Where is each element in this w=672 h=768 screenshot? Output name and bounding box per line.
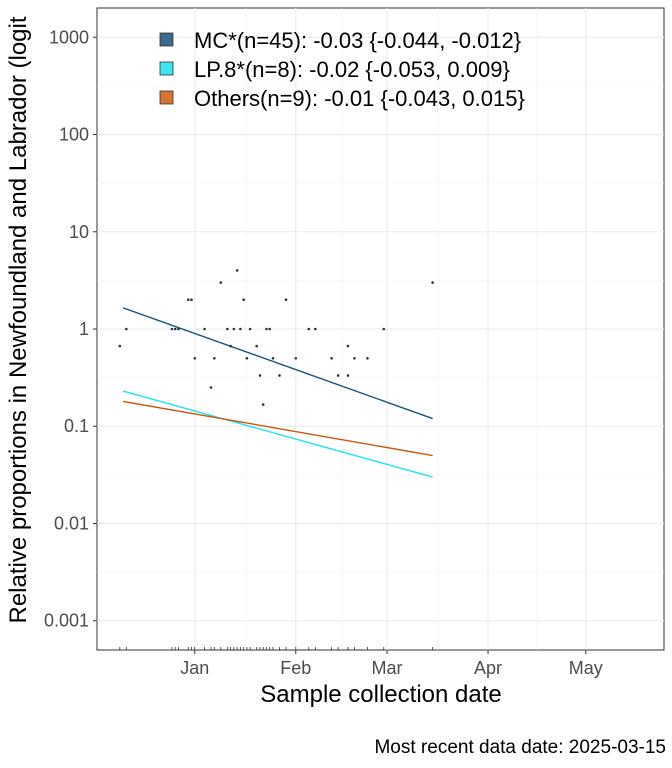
fit-lines [122, 307, 433, 478]
legend-label: MC*(n=45): -0.03 {-0.044, -0.012} [194, 28, 521, 53]
y-tick-label: 0.001 [44, 611, 89, 631]
data-point [314, 327, 317, 331]
data-point [173, 327, 177, 331]
data-point [245, 356, 249, 360]
data-point [284, 298, 288, 302]
y-tick-label: 0.1 [64, 416, 89, 436]
data-point [193, 356, 197, 360]
data-point [307, 327, 311, 331]
data-point [294, 356, 298, 360]
data-points [118, 269, 434, 406]
y-tick-label: 100 [59, 125, 89, 145]
data-point [431, 281, 434, 284]
x-tick-label: Jan [180, 658, 209, 678]
y-tick-label: 0.01 [54, 513, 89, 533]
data-point [330, 356, 333, 360]
legend-key [159, 61, 174, 76]
data-point [186, 298, 190, 302]
data-point [229, 344, 232, 348]
x-axis-title: Sample collection date [260, 681, 501, 708]
legend-label: LP.8*(n=8): -0.02 {-0.053, 0.009} [194, 57, 510, 82]
data-point [239, 327, 242, 331]
y-axis: 0.001 0.01 0.1 1 10 100 1000 [44, 27, 97, 631]
x-axis: Jan Feb Mar Apr May [180, 650, 603, 678]
data-point [125, 327, 128, 331]
data-point [209, 386, 213, 389]
data-point [170, 327, 174, 331]
data-point [268, 327, 272, 331]
y-tick-label: 10 [69, 222, 89, 242]
data-point [346, 374, 350, 377]
data-point [278, 374, 281, 377]
fit-line [122, 390, 433, 478]
data-point [382, 327, 386, 331]
data-point [213, 356, 216, 360]
data-point [261, 403, 265, 406]
data-point [346, 344, 350, 348]
data-point [242, 298, 245, 302]
data-point [190, 298, 193, 302]
data-point [226, 327, 229, 331]
date-rug [119, 647, 434, 650]
data-point [232, 327, 236, 331]
data-point [255, 344, 258, 348]
legend: MC*(n=45): -0.03 {-0.044, -0.012} LP.8*(n… [159, 28, 525, 111]
data-point [271, 356, 275, 360]
data-point [336, 374, 340, 377]
data-point [118, 344, 122, 348]
fit-line [122, 400, 433, 457]
x-tick-label: Mar [372, 658, 403, 678]
data-point [366, 356, 369, 360]
y-axis-title: Relative proportions in Newfoundland and… [5, 16, 32, 623]
data-point [219, 281, 223, 284]
y-tick-label: 1 [79, 319, 89, 339]
fit-line [122, 307, 433, 420]
legend-label: Others(n=9): -0.01 {-0.043, 0.015} [194, 86, 525, 111]
data-point [258, 374, 262, 377]
data-point [235, 269, 239, 272]
data-point [177, 327, 180, 331]
caption-most-recent-date: Most recent data date: 2025-03-15 [374, 737, 666, 758]
legend-key [159, 32, 174, 47]
data-point [265, 327, 268, 331]
x-tick-label: Apr [474, 658, 502, 678]
grid [97, 8, 664, 650]
x-tick-label: May [569, 658, 603, 678]
x-tick-label: Feb [280, 658, 311, 678]
legend-key [159, 90, 174, 105]
y-tick-label: 1000 [49, 27, 89, 47]
data-point [353, 356, 356, 360]
data-point [248, 327, 252, 331]
data-point [203, 327, 206, 331]
